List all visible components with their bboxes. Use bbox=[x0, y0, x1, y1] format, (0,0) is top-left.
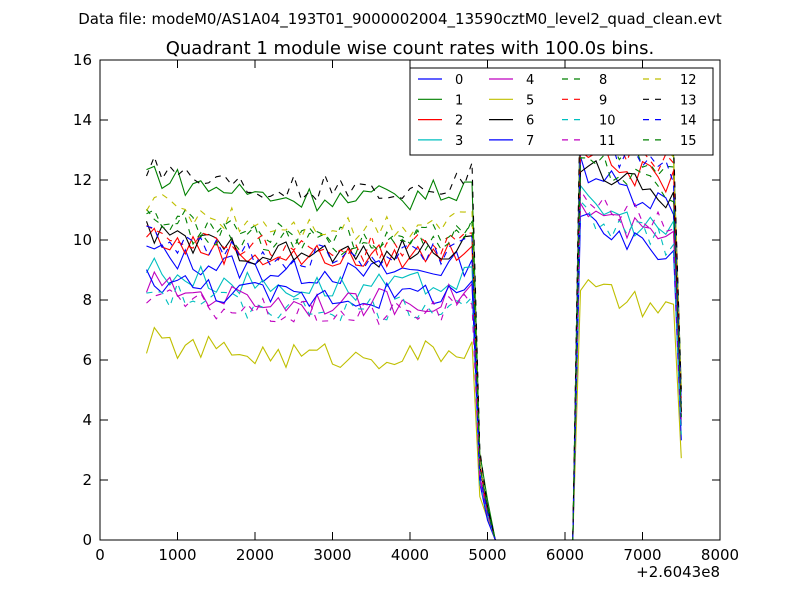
series-line-2 bbox=[146, 142, 682, 541]
legend-label-13: 13 bbox=[680, 93, 697, 108]
series-line-7 bbox=[146, 213, 682, 541]
series-line-6 bbox=[145, 160, 682, 541]
legend-label-6: 6 bbox=[526, 114, 534, 129]
y-tick-label: 14 bbox=[73, 111, 92, 129]
y-tick-label: 10 bbox=[73, 231, 92, 249]
legend-label-11: 11 bbox=[599, 134, 616, 149]
legend-label-4: 4 bbox=[526, 73, 534, 88]
series-line-8 bbox=[146, 125, 682, 541]
series-line-14 bbox=[146, 126, 682, 541]
y-tick-label: 16 bbox=[73, 51, 92, 69]
x-tick-label: 5000 bbox=[468, 546, 506, 564]
y-tick-label: 0 bbox=[82, 531, 92, 549]
legend-label-9: 9 bbox=[599, 93, 607, 108]
y-tick-label: 4 bbox=[82, 411, 92, 429]
legend-label-10: 10 bbox=[599, 114, 616, 129]
x-tick-label: 1000 bbox=[158, 546, 196, 564]
legend-label-3: 3 bbox=[455, 134, 463, 149]
series-line-5 bbox=[145, 278, 682, 541]
ticks-layer: 0 1000 2000 3000 4000 5000 6000 7000 80000246810… bbox=[73, 51, 739, 564]
series-line-15 bbox=[146, 154, 682, 541]
chart-title: Quadrant 1 module wise count rates with … bbox=[166, 38, 655, 59]
series-line-1 bbox=[146, 94, 682, 541]
x-tick-label: 0 bbox=[95, 546, 105, 564]
x-tick-label: 7000 bbox=[623, 546, 661, 564]
legend-label-12: 12 bbox=[680, 73, 697, 88]
legend-label-2: 2 bbox=[455, 114, 463, 129]
x-tick-label: 6000 bbox=[546, 546, 584, 564]
legend-label-14: 14 bbox=[680, 114, 697, 129]
x-tick-label: 2000 bbox=[236, 546, 274, 564]
y-tick-label: 12 bbox=[73, 171, 92, 189]
figure-suptitle: Data file: modeM0/AS1A04_193T01_90000020… bbox=[78, 10, 722, 29]
legend-label-7: 7 bbox=[526, 134, 534, 149]
series-line-12 bbox=[146, 104, 682, 541]
legend-label-5: 5 bbox=[526, 93, 534, 108]
legend-frame bbox=[409, 67, 714, 156]
x-tick-label: 8000 bbox=[701, 546, 739, 564]
legend-label-15: 15 bbox=[680, 134, 697, 149]
legend-label-8: 8 bbox=[599, 73, 607, 88]
series-line-11 bbox=[146, 188, 682, 541]
x-tick-label: 4000 bbox=[391, 546, 429, 564]
series-line-10 bbox=[146, 199, 682, 541]
x-offset-label: +2.6043e8 bbox=[636, 563, 720, 581]
series-line-4 bbox=[145, 201, 682, 541]
legend-label-0: 0 bbox=[455, 73, 463, 88]
series-line-0 bbox=[146, 156, 682, 541]
y-tick-label: 8 bbox=[82, 291, 92, 309]
x-tick-label: 3000 bbox=[313, 546, 351, 564]
y-tick-label: 2 bbox=[82, 471, 92, 489]
legend-label-1: 1 bbox=[455, 93, 463, 108]
series-line-9 bbox=[146, 116, 682, 541]
y-tick-label: 6 bbox=[82, 351, 92, 369]
